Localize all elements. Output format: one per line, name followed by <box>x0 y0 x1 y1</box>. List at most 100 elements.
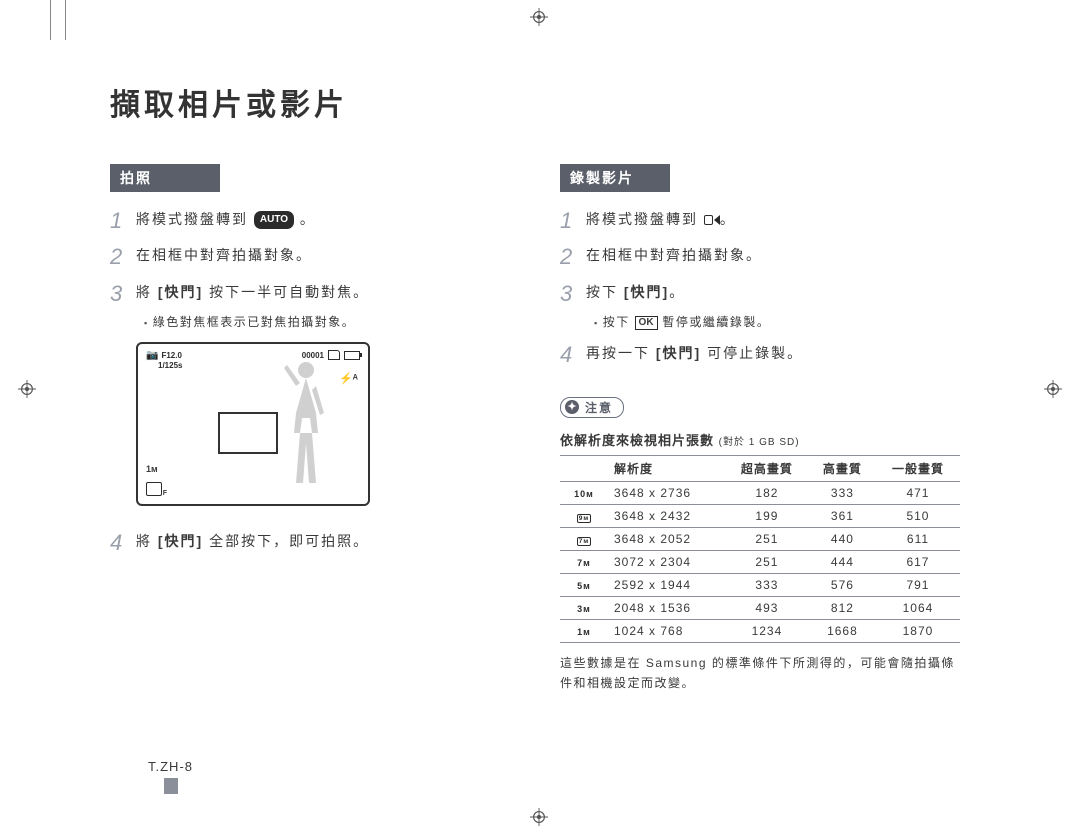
cell-value: 182 <box>725 481 809 504</box>
step-text: 再按一下 [快門] 可停止錄製。 <box>586 342 803 364</box>
col-header: 解析度 <box>608 455 725 481</box>
cell-value: 444 <box>809 550 876 573</box>
table-header-row: 解析度 超高畫質 高畫質 一般畫質 <box>560 455 960 481</box>
cell-value: 1064 <box>876 596 960 619</box>
step: 3 將 [快門] 按下一半可自動對焦。 <box>110 281 510 307</box>
columns: 拍照 1 將模式撥盤轉到 AUTO 。 2 在相框中對齊拍攝對象。 3 <box>110 164 980 693</box>
page-number: T.ZH-8 <box>148 759 193 794</box>
lcd-top-left: 📷F12.0 1/125s <box>146 350 182 370</box>
step-number: 3 <box>560 281 586 307</box>
registration-mark-icon <box>1044 380 1062 398</box>
auto-pill-icon: AUTO <box>254 211 294 229</box>
section-heading-video: 錄製影片 <box>560 164 670 192</box>
cell-value: 576 <box>809 573 876 596</box>
table-footnote: 這些數據是在 Samsung 的標準條件下所測得的，可能會隨拍攝條件和相機設定而… <box>560 653 960 694</box>
camera-icon: 📷 <box>146 350 158 361</box>
page: 擷取相片或影片 拍照 1 將模式撥盤轉到 AUTO 。 2 在相框中對齊拍攝對象… <box>0 0 1080 834</box>
table-row: 1ᴍ1024 x 768123416681870 <box>560 619 960 642</box>
crop-mark <box>50 0 51 40</box>
step-number: 1 <box>110 208 136 234</box>
page-title: 擷取相片或影片 <box>110 80 980 124</box>
cell-icon: 9ᴍ <box>560 504 608 527</box>
lcd-preview: 📷F12.0 1/125s 00001 ⚡ᴬ <box>136 342 370 506</box>
cell-value: 1668 <box>809 619 876 642</box>
cell-resolution: 3648 x 2052 <box>608 527 725 550</box>
step-number: 2 <box>110 244 136 270</box>
right-column: 錄製影片 1 將模式撥盤轉到 。 2 在相框中對齊拍攝對象。 3 <box>560 164 960 693</box>
step-text: 將模式撥盤轉到 。 <box>586 208 736 230</box>
table-row: 7ᴍ3648 x 2052251440611 <box>560 527 960 550</box>
lcd-megapixel: 1ᴍ <box>146 464 158 474</box>
note-heading: ✦ 注意 <box>560 397 624 418</box>
cell-value: 333 <box>809 481 876 504</box>
table-title: 依解析度來檢視相片張數 (對於 1 GB SD) <box>560 430 960 449</box>
aspect-icon: 9ᴍ <box>577 514 591 523</box>
registration-mark-icon <box>18 380 36 398</box>
step-text: 在相框中對齊拍攝對象。 <box>586 244 762 266</box>
col-header: 高畫質 <box>809 455 876 481</box>
cell-icon: 3ᴍ <box>560 596 608 619</box>
cell-value: 510 <box>876 504 960 527</box>
step: 1 將模式撥盤轉到 AUTO 。 <box>110 208 510 234</box>
megapixel-icon: 10ᴍ <box>574 489 594 499</box>
registration-mark-icon <box>530 8 548 26</box>
step-text: 按下 [快門]。 <box>586 281 685 303</box>
step-text: 在相框中對齊拍攝對象。 <box>136 244 312 266</box>
step: 4 再按一下 [快門] 可停止錄製。 <box>560 342 960 368</box>
table-row: 9ᴍ3648 x 2432199361510 <box>560 504 960 527</box>
aspect-icon: 7ᴍ <box>577 537 591 546</box>
step-note: 綠色對焦框表示已對焦拍攝對象。 <box>144 313 510 330</box>
cell-value: 493 <box>725 596 809 619</box>
cell-icon: 7ᴍ <box>560 550 608 573</box>
cell-value: 617 <box>876 550 960 573</box>
page-number-bar-icon <box>164 778 178 794</box>
megapixel-icon: 3ᴍ <box>577 604 591 614</box>
megapixel-icon: 1ᴍ <box>577 627 591 637</box>
video-steps: 1 將模式撥盤轉到 。 2 在相框中對齊拍攝對象。 3 按下 [快門]。 <box>560 208 960 307</box>
left-column: 拍照 1 將模式撥盤轉到 AUTO 。 2 在相框中對齊拍攝對象。 3 <box>110 164 510 693</box>
cell-resolution: 3072 x 2304 <box>608 550 725 573</box>
cell-icon: 7ᴍ <box>560 527 608 550</box>
person-silhouette-icon <box>276 358 336 493</box>
step: 2 在相框中對齊拍攝對象。 <box>560 244 960 270</box>
megapixel-icon: 7ᴍ <box>577 558 591 568</box>
megapixel-icon: 5ᴍ <box>577 581 591 591</box>
cell-icon: 5ᴍ <box>560 573 608 596</box>
flash-icon: ⚡ᴬ <box>339 372 358 385</box>
step-text: 將 [快門] 按下一半可自動對焦。 <box>136 281 369 303</box>
cell-value: 1234 <box>725 619 809 642</box>
table-row: 3ᴍ2048 x 15364938121064 <box>560 596 960 619</box>
cell-icon: 1ᴍ <box>560 619 608 642</box>
cell-resolution: 3648 x 2736 <box>608 481 725 504</box>
step: 2 在相框中對齊拍攝對象。 <box>110 244 510 270</box>
cell-value: 812 <box>809 596 876 619</box>
cell-resolution: 1024 x 768 <box>608 619 725 642</box>
step-note: 按下 OK 暫停或繼續錄製。 <box>594 313 960 330</box>
resolution-table: 解析度 超高畫質 高畫質 一般畫質 10ᴍ3648 x 273618233347… <box>560 455 960 643</box>
cell-resolution: 3648 x 2432 <box>608 504 725 527</box>
col-header: 超高畫質 <box>725 455 809 481</box>
step: 1 將模式撥盤轉到 。 <box>560 208 960 234</box>
step-number: 3 <box>110 281 136 307</box>
shutter-label: [快門] <box>158 284 203 300</box>
content-area: 擷取相片或影片 拍照 1 將模式撥盤轉到 AUTO 。 2 在相框中對齊拍攝對象… <box>110 80 980 693</box>
col-header <box>560 455 608 481</box>
step-number: 4 <box>110 530 136 556</box>
cell-value: 199 <box>725 504 809 527</box>
shutter-label: [快門] <box>656 345 701 361</box>
shutter-label: [快門] <box>158 533 203 549</box>
step-number: 4 <box>560 342 586 368</box>
cell-value: 251 <box>725 550 809 573</box>
step-number: 2 <box>560 244 586 270</box>
video-mode-icon <box>704 215 720 225</box>
step-text: 將 [快門] 全部按下，即可拍照。 <box>136 530 369 552</box>
step-number: 1 <box>560 208 586 234</box>
cell-value: 333 <box>725 573 809 596</box>
table-row: 7ᴍ 3072 x 2304251444617 <box>560 550 960 573</box>
note-label: 注意 <box>585 399 613 416</box>
step: 3 按下 [快門]。 <box>560 281 960 307</box>
registration-mark-icon <box>530 808 548 826</box>
plus-icon: ✦ <box>565 400 579 414</box>
cell-value: 611 <box>876 527 960 550</box>
cell-value: 251 <box>725 527 809 550</box>
